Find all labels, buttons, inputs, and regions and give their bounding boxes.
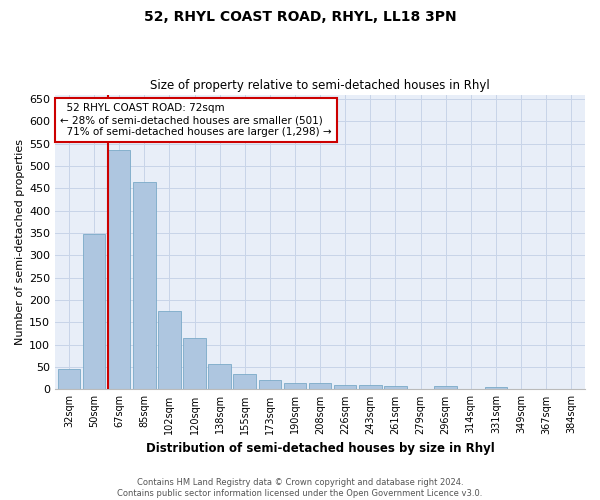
Text: 52, RHYL COAST ROAD, RHYL, LL18 3PN: 52, RHYL COAST ROAD, RHYL, LL18 3PN (143, 10, 457, 24)
Bar (133, 182, 155, 390)
Bar (259, 380, 281, 390)
Bar (233, 374, 256, 390)
Bar (108, 150, 130, 390)
Bar (284, 382, 306, 390)
Bar (58, 369, 80, 390)
Bar (158, 311, 181, 390)
Y-axis label: Number of semi-detached properties: Number of semi-detached properties (15, 139, 25, 345)
Text: 52 RHYL COAST ROAD: 72sqm
← 28% of semi-detached houses are smaller (501)
  71% : 52 RHYL COAST ROAD: 72sqm ← 28% of semi-… (61, 104, 332, 136)
Bar (183, 338, 206, 390)
Text: Contains HM Land Registry data © Crown copyright and database right 2024.
Contai: Contains HM Land Registry data © Crown c… (118, 478, 482, 498)
X-axis label: Distribution of semi-detached houses by size in Rhyl: Distribution of semi-detached houses by … (146, 442, 494, 455)
Bar (334, 385, 356, 390)
Bar (83, 234, 106, 390)
Bar (485, 387, 507, 390)
Bar (359, 385, 382, 390)
Bar (384, 386, 407, 390)
Bar (434, 386, 457, 390)
Bar (208, 364, 231, 390)
Title: Size of property relative to semi-detached houses in Rhyl: Size of property relative to semi-detach… (150, 79, 490, 92)
Bar (309, 382, 331, 390)
